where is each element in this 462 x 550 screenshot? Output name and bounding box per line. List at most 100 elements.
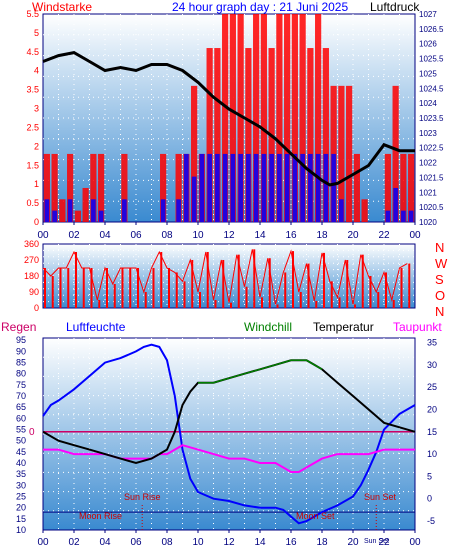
gust-bar	[230, 153, 236, 222]
y-left-tick-label: 3	[34, 104, 39, 114]
wind-bar	[245, 48, 252, 222]
y-right-tick-label: 1022.5	[419, 144, 444, 153]
y-left-tick-label: 5	[34, 28, 39, 38]
y-right-tick-label: 1021.5	[419, 173, 444, 182]
compass-letter-o: O	[435, 288, 446, 303]
humidity-tick-label: 85	[16, 358, 26, 368]
wind-bar	[237, 14, 244, 222]
y-left-tick-label: 4.5	[26, 47, 39, 57]
compass-letter-n-top: N	[435, 240, 445, 255]
y-right-tick-label: 1022	[419, 159, 437, 168]
y-left-tick-label: 1	[34, 179, 39, 189]
compass-letter-w: W	[435, 256, 448, 271]
wind-bar	[315, 14, 322, 222]
y-right-tick-label: 1025.5	[419, 55, 444, 64]
gust-bar	[269, 153, 274, 222]
wind-bar	[276, 14, 283, 222]
x-tick-label: 20	[347, 537, 359, 548]
gust-bar	[215, 153, 220, 222]
compass-letter-n-bottom: N	[435, 304, 445, 319]
temperature-tick-label: 25	[427, 382, 437, 392]
x-tick-label: 00	[37, 537, 49, 548]
wind-bar	[346, 85, 353, 222]
x-tick-label: 04	[99, 537, 111, 548]
wind-bar	[214, 48, 221, 222]
x-tick-label: 16	[285, 537, 297, 548]
gust-bar	[91, 199, 96, 222]
wind-bar	[400, 153, 407, 222]
gust-bar	[199, 153, 205, 222]
y-left-tick-label: 2.5	[26, 122, 39, 132]
y-left-tick-label: 0	[34, 217, 39, 227]
gust-bar	[67, 199, 73, 222]
wind-bar	[299, 14, 306, 222]
wind-bar	[74, 210, 81, 222]
wind-bar	[392, 85, 399, 222]
temperature-tick-label: 10	[427, 449, 437, 459]
wind-bar	[98, 153, 105, 222]
wind-bar	[338, 85, 345, 222]
wind-bar	[307, 48, 314, 222]
wind-bar	[361, 199, 368, 222]
wind-bar	[90, 153, 97, 222]
gust-bar	[44, 199, 50, 222]
wind-bar	[260, 14, 267, 222]
gust-bar	[408, 210, 414, 222]
gust-bar	[191, 176, 197, 222]
humidity-tick-label: 30	[16, 480, 26, 490]
y-left-tick-label: 2	[34, 141, 39, 151]
wind-bar	[322, 48, 329, 222]
humidity-tick-label: 80	[16, 369, 26, 379]
x-tick-label: 18	[316, 537, 328, 548]
page-title: 24 hour graph day : 21 Juni 2025	[172, 0, 349, 14]
wind-bar	[51, 153, 58, 222]
gust-bar	[277, 153, 282, 222]
x-tick-label: 22	[378, 537, 390, 548]
humidity-tick-label: 90	[16, 346, 26, 356]
x-tick-label: 00	[409, 537, 421, 548]
pressure-label: Luftdruck	[370, 0, 420, 14]
sun-rise-label: Sun Rise	[124, 492, 161, 502]
x-tick-label: 18	[316, 230, 328, 241]
gust-bar	[98, 210, 104, 222]
wind-bar	[222, 14, 229, 222]
y-right-tick-label: 1023.5	[419, 114, 444, 123]
y-right-tick-label: 1024	[419, 99, 437, 108]
temperature-tick-label: 0	[427, 494, 432, 504]
humidity-tick-label: 15	[16, 514, 26, 524]
y-left-tick-label: 1.5	[26, 160, 39, 170]
humidity-tick-label: 40	[16, 458, 26, 468]
temperature-tick-label: 15	[427, 427, 437, 437]
x-tick-label: 00	[37, 230, 49, 241]
wind-strength-label: Windstarke	[32, 0, 93, 14]
rain-zero-label: 0	[29, 427, 35, 438]
gust-bar	[300, 153, 305, 222]
wind-bar	[384, 153, 391, 222]
wind-bar	[43, 153, 50, 222]
x-tick-label: 02	[68, 537, 80, 548]
legend-regen: Regen	[1, 320, 37, 334]
legend-luftfeuchte: Luftfeuchte	[66, 320, 126, 334]
humidity-tick-label: 45	[16, 447, 26, 457]
humidity-tick-label: 55	[16, 425, 26, 435]
wind-bar	[253, 14, 260, 222]
gust-bar	[160, 199, 166, 222]
y-right-tick-label: 1026	[419, 40, 437, 49]
direction-tick-label: 180	[24, 271, 39, 281]
legend-temperatur: Temperatur	[313, 320, 374, 334]
gust-bar	[184, 153, 189, 222]
temperature-tick-label: 30	[427, 360, 437, 370]
wind-bar	[191, 85, 198, 222]
y-right-tick-label: 1026.5	[419, 25, 444, 34]
y-right-tick-label: 1020.5	[419, 203, 444, 212]
wind-bar	[121, 153, 128, 222]
y-left-tick-label: 0.5	[26, 198, 39, 208]
x-tick-label: 06	[130, 537, 142, 548]
y-right-tick-label: 1021	[419, 188, 437, 197]
x-tick-label: 02	[68, 230, 80, 241]
x-tick-label: 14	[254, 230, 266, 241]
direction-tick-label: 90	[29, 287, 39, 297]
gust-bar	[122, 199, 127, 222]
gust-bar	[315, 153, 321, 222]
